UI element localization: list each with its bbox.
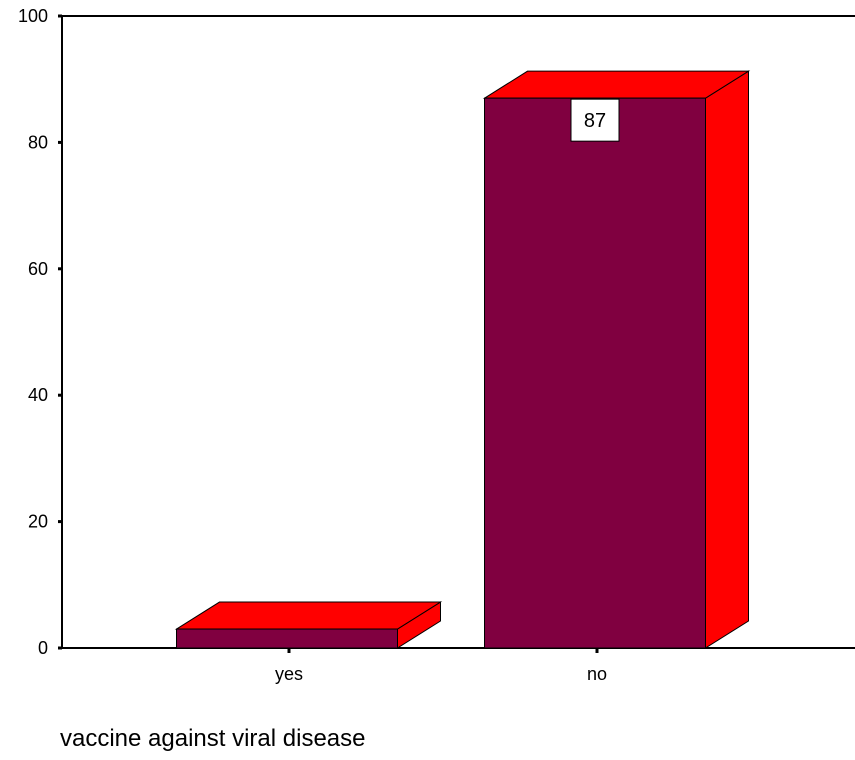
y-tick-label: 20 [28,512,48,532]
data-label-no: 87 [570,98,620,142]
x-tick-label: no [587,664,607,684]
y-tick-label: 40 [28,385,48,405]
y-axis: 0 20 40 60 80 100 [18,6,62,658]
data-labels: 87 [570,98,620,142]
data-label-box [570,98,620,142]
y-tick-label: 100 [18,6,48,26]
x-tick-label: yes [275,664,303,684]
data-label-text: 87 [584,110,606,132]
y-tick-label: 80 [28,132,48,152]
y-tick-label: 60 [28,259,48,279]
bar-side [705,70,749,649]
y-tick-label: 0 [38,638,48,658]
bar-top [174,601,443,630]
bar-yes [174,601,443,649]
bar-top [482,70,751,99]
bar-front [176,628,398,649]
bar-front [484,97,706,649]
x-axis: yes no [275,648,607,684]
bars [174,70,751,649]
x-axis-title: vaccine against viral disease [60,725,366,752]
bar-no [482,70,751,649]
